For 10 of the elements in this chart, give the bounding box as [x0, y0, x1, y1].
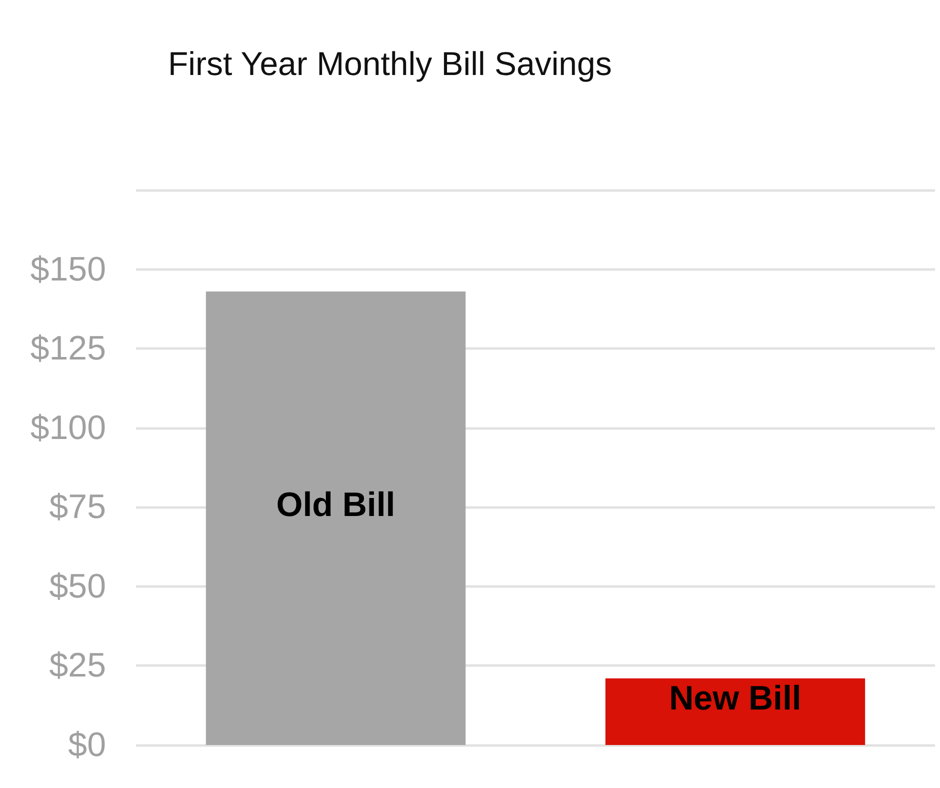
y-tick-label: $75 [49, 488, 106, 526]
y-tick-label: $25 [49, 646, 106, 685]
y-tick-label: $100 [30, 408, 106, 447]
y-tick-label: $125 [30, 330, 106, 368]
y-tick-label: $0 [68, 726, 106, 764]
y-tick-label: $150 [30, 250, 106, 288]
chart-title: First Year Monthly Bill Savings [168, 45, 612, 82]
y-tick-label: $50 [49, 567, 106, 606]
x-tick-label: New Bill [669, 680, 802, 718]
x-tick-label: Old Bill [276, 486, 396, 524]
